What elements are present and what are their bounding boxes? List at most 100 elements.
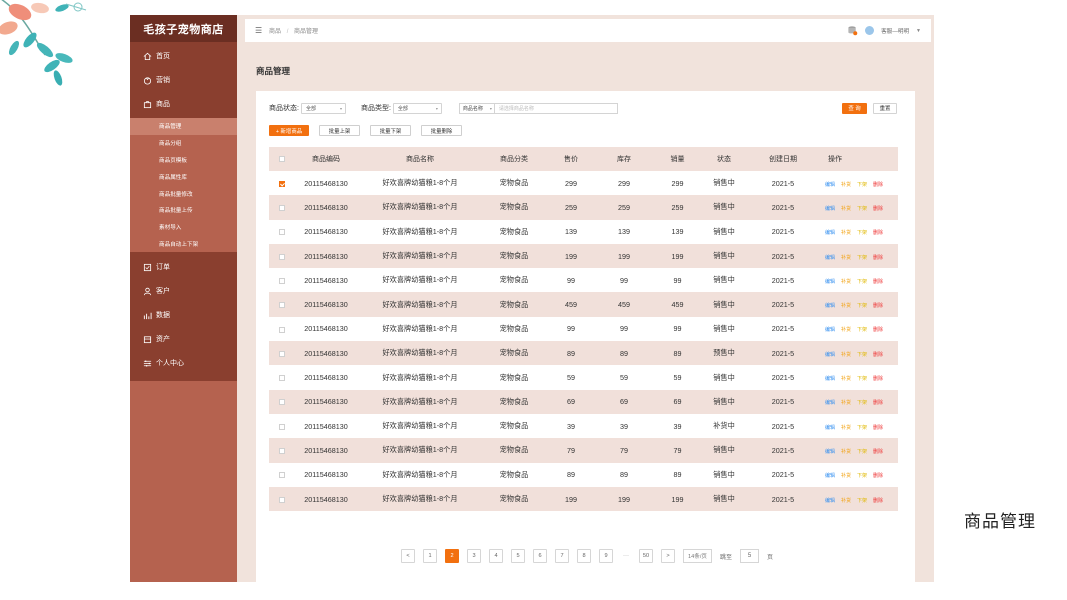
edit-link[interactable]: 编辑 xyxy=(825,376,836,383)
goto-page-input[interactable]: 5 xyxy=(740,549,760,563)
query-button[interactable]: 查 询 xyxy=(842,102,867,114)
reset-button[interactable]: 重置 xyxy=(873,102,897,114)
delete-link[interactable]: 删除 xyxy=(873,327,884,334)
batch-delete-button[interactable]: 批量删除 xyxy=(421,125,462,136)
row-checkbox[interactable] xyxy=(279,229,285,236)
page-button[interactable]: 9 xyxy=(599,549,613,563)
delist-link[interactable]: 下架 xyxy=(857,424,868,431)
row-checkbox[interactable] xyxy=(279,423,285,430)
restock-link[interactable]: 补货 xyxy=(841,230,852,237)
delete-link[interactable]: 删除 xyxy=(873,424,884,431)
sidebar-item-profile[interactable]: 个人中心 xyxy=(130,351,237,375)
delist-link[interactable]: 下架 xyxy=(857,181,868,188)
edit-link[interactable]: 编辑 xyxy=(825,351,836,358)
row-checkbox[interactable] xyxy=(279,375,285,382)
delete-link[interactable]: 删除 xyxy=(873,351,884,358)
type-select[interactable]: 全部 ▾ xyxy=(392,102,442,114)
user-name[interactable]: 客服—明明 xyxy=(881,28,910,35)
batch-list-button[interactable]: 批量上架 xyxy=(319,125,360,136)
row-checkbox[interactable] xyxy=(279,205,285,212)
edit-link[interactable]: 编辑 xyxy=(825,497,836,504)
row-select-cell[interactable] xyxy=(269,487,295,511)
edit-link[interactable]: 编辑 xyxy=(825,448,836,455)
delist-link[interactable]: 下架 xyxy=(857,473,868,480)
row-checkbox[interactable] xyxy=(279,180,285,187)
restock-link[interactable]: 补货 xyxy=(841,424,852,431)
delist-link[interactable]: 下架 xyxy=(857,303,868,310)
status-select[interactable]: 全部 ▾ xyxy=(300,102,346,114)
edit-link[interactable]: 编辑 xyxy=(825,327,836,334)
row-checkbox[interactable] xyxy=(279,277,285,284)
delete-link[interactable]: 删除 xyxy=(873,376,884,383)
edit-link[interactable]: 编辑 xyxy=(825,254,836,261)
delete-link[interactable]: 删除 xyxy=(873,230,884,237)
delist-link[interactable]: 下架 xyxy=(857,327,868,334)
delist-link[interactable]: 下架 xyxy=(857,230,868,237)
sidebar-item-home[interactable]: 首页 xyxy=(130,44,237,68)
delete-link[interactable]: 删除 xyxy=(873,254,884,261)
restock-link[interactable]: 补货 xyxy=(841,278,852,285)
restock-link[interactable]: 补货 xyxy=(841,303,852,310)
database-icon[interactable] xyxy=(847,25,858,36)
page-button-last[interactable]: 50 xyxy=(639,549,653,563)
delist-link[interactable]: 下架 xyxy=(857,448,868,455)
row-checkbox[interactable] xyxy=(279,472,285,479)
select-all-checkbox[interactable] xyxy=(279,155,285,162)
row-checkbox[interactable] xyxy=(279,448,285,454)
sidebar-item-assets[interactable]: 资产 xyxy=(130,327,237,351)
delete-link[interactable]: 删除 xyxy=(873,448,884,455)
delete-link[interactable]: 删除 xyxy=(873,497,884,504)
edit-link[interactable]: 编辑 xyxy=(825,181,836,188)
row-select-cell[interactable] xyxy=(269,292,295,316)
page-button[interactable]: 1 xyxy=(423,549,437,563)
delist-link[interactable]: 下架 xyxy=(857,205,868,212)
edit-link[interactable]: 编辑 xyxy=(825,230,836,237)
delete-link[interactable]: 删除 xyxy=(873,278,884,285)
restock-link[interactable]: 补货 xyxy=(841,351,852,358)
restock-link[interactable]: 补货 xyxy=(841,205,852,212)
row-select-cell[interactable] xyxy=(269,390,295,414)
batch-delist-button[interactable]: 批量下架 xyxy=(370,125,411,136)
row-checkbox[interactable] xyxy=(279,302,285,309)
submenu-item-batch-edit[interactable]: 商品批量修改 xyxy=(159,191,193,198)
delete-link[interactable]: 删除 xyxy=(873,303,884,310)
row-select-cell[interactable] xyxy=(269,438,295,462)
chevron-down-icon[interactable]: ▼ xyxy=(916,27,921,34)
add-product-button[interactable]: + 新增商品 xyxy=(269,125,309,136)
delist-link[interactable]: 下架 xyxy=(857,497,868,504)
submenu-item-page-templates[interactable]: 商品页模板 xyxy=(159,157,187,164)
delist-link[interactable]: 下架 xyxy=(857,254,868,261)
row-checkbox[interactable] xyxy=(279,350,285,357)
prev-page-button[interactable]: < xyxy=(401,549,415,563)
restock-link[interactable]: 补货 xyxy=(841,497,852,504)
delist-link[interactable]: 下架 xyxy=(857,278,868,285)
submenu-item-auto-listing[interactable]: 商品自动上下架 xyxy=(159,241,199,248)
sidebar-item-data[interactable]: 数据 xyxy=(130,303,237,327)
sidebar-item-marketing[interactable]: 营销 xyxy=(130,68,237,92)
row-select-cell[interactable] xyxy=(269,268,295,292)
submenu-item-material-import[interactable]: 素材导入 xyxy=(159,225,182,232)
restock-link[interactable]: 补货 xyxy=(841,181,852,188)
sidebar-item-orders[interactable]: 订单 xyxy=(130,255,237,279)
row-select-cell[interactable] xyxy=(269,195,295,219)
row-checkbox[interactable] xyxy=(279,326,285,333)
row-select-cell[interactable] xyxy=(269,317,295,341)
submenu-item-product-management[interactable]: 商品管理 xyxy=(130,118,237,135)
menu-toggle-icon[interactable]: ☰ xyxy=(255,25,263,35)
delete-link[interactable]: 删除 xyxy=(873,181,884,188)
delist-link[interactable]: 下架 xyxy=(857,400,868,407)
restock-link[interactable]: 补货 xyxy=(841,254,852,261)
edit-link[interactable]: 编辑 xyxy=(825,278,836,285)
page-size-select[interactable]: 14条/页 xyxy=(683,549,712,563)
search-field-select[interactable]: 商品名称 ▾ xyxy=(460,103,495,113)
restock-link[interactable]: 补货 xyxy=(841,473,852,480)
row-checkbox[interactable] xyxy=(279,399,285,406)
edit-link[interactable]: 编辑 xyxy=(825,424,836,431)
row-select-cell[interactable] xyxy=(269,414,295,438)
row-select-cell[interactable] xyxy=(269,463,295,487)
restock-link[interactable]: 补货 xyxy=(841,400,852,407)
page-button[interactable]: 2 xyxy=(445,549,459,563)
page-button[interactable]: 6 xyxy=(533,549,547,563)
page-button[interactable]: 7 xyxy=(555,549,569,563)
restock-link[interactable]: 补货 xyxy=(841,448,852,455)
